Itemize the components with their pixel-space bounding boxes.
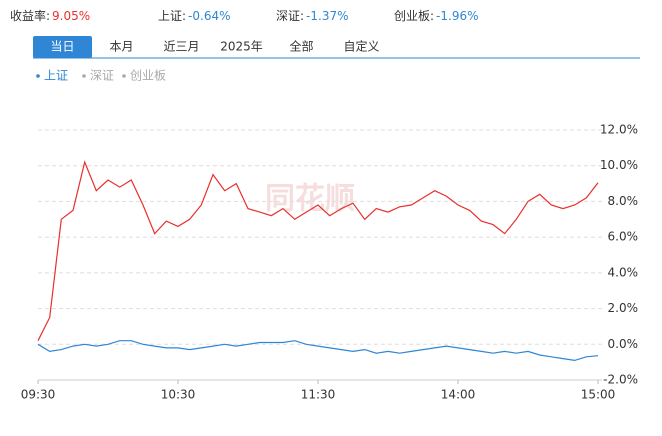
- x-tick-label: 10:30: [161, 388, 196, 402]
- series-line: [37, 340, 599, 362]
- tab-active-bg[interactable]: [33, 36, 92, 58]
- x-tick-label: 14:00: [441, 388, 476, 402]
- stat: 创业板: -1.96%: [394, 9, 479, 23]
- y-tick-label: 8.0%: [608, 194, 639, 208]
- stat-value: -0.64%: [188, 9, 230, 23]
- legend-item[interactable]: 深证: [90, 69, 114, 83]
- y-tick-label: 10.0%: [600, 158, 638, 172]
- tab[interactable]: 全部: [289, 39, 313, 54]
- stat: 深证: -1.37%: [276, 9, 349, 23]
- x-tick-label: 15:00: [581, 388, 616, 402]
- stat-label: 收益率:: [10, 8, 50, 23]
- x-tick-label: 11:30: [301, 388, 336, 402]
- legend-item[interactable]: 上证: [44, 69, 68, 83]
- tab[interactable]: 当日: [50, 40, 74, 54]
- y-tick-label: 4.0%: [608, 265, 639, 279]
- y-tick-label: 0.0%: [608, 337, 639, 351]
- stat-value: 9.05%: [52, 9, 90, 23]
- stat: 上证: -0.64%: [158, 9, 231, 23]
- tab[interactable]: 本月: [109, 40, 133, 54]
- legend-dot[interactable]: [82, 74, 86, 78]
- stat-value: -1.96%: [436, 9, 478, 23]
- tab[interactable]: 近三月: [163, 40, 199, 54]
- y-tick-label: -2.0%: [603, 373, 638, 387]
- stat-label: 深证:: [276, 9, 304, 23]
- x-tick-label: 09:30: [21, 388, 56, 402]
- series-line: [37, 160, 599, 341]
- stat-label: 创业板:: [394, 9, 434, 23]
- stat-label: 上证:: [158, 9, 186, 23]
- legend-item[interactable]: 创业板: [130, 69, 166, 83]
- legend-dot[interactable]: [122, 74, 126, 78]
- tab[interactable]: 自定义: [343, 39, 379, 54]
- y-tick-label: 2.0%: [608, 301, 639, 315]
- tab[interactable]: 2025年: [220, 40, 263, 54]
- y-tick-label: 12.0%: [600, 123, 638, 137]
- stat: 收益率: 9.05%: [10, 8, 90, 23]
- y-tick-label: 6.0%: [608, 230, 639, 244]
- stat-value: -1.37%: [306, 9, 348, 23]
- legend-dot[interactable]: [36, 74, 40, 78]
